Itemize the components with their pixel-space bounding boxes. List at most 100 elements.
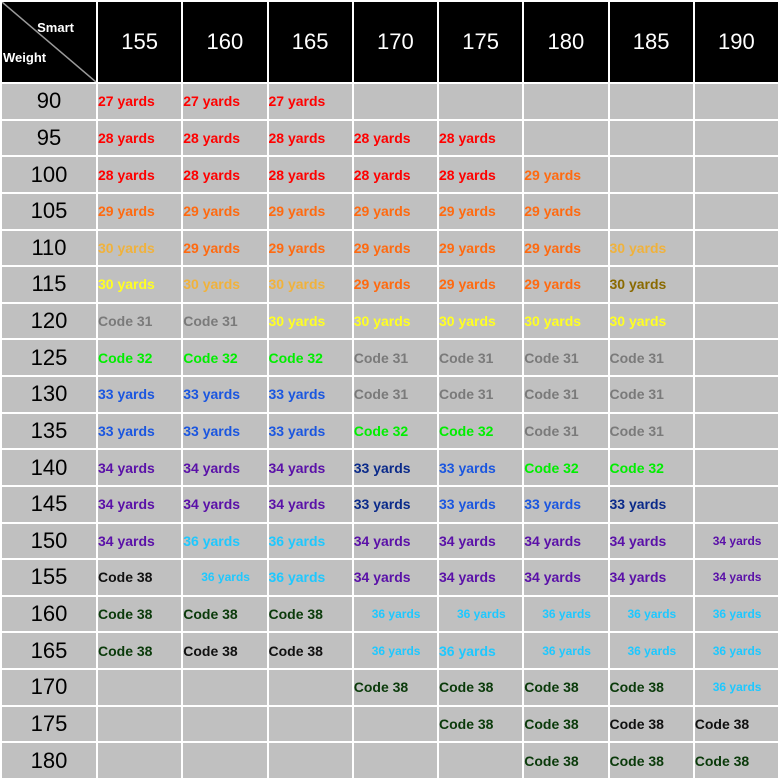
table-cell: Code 31 (522, 338, 610, 377)
empty-cell (692, 155, 780, 194)
empty-cell (692, 411, 780, 451)
empty-cell (607, 191, 695, 231)
table-cell: 29 yards (436, 228, 525, 268)
table-cell: 34 yards (95, 521, 184, 561)
table-cell: 29 yards (351, 228, 440, 268)
column-header: 180 (522, 0, 610, 84)
table-cell: 28 yards (181, 155, 269, 194)
row-header: 120 (0, 301, 98, 341)
table-cell: 33 yards (95, 375, 184, 414)
table-cell: 34 yards (181, 448, 269, 487)
table-row: 175 Code 38 Code 38 Code 38 Code 38 (0, 704, 780, 744)
table-cell: Code 31 (607, 375, 695, 414)
table-cell: 34 yards (95, 448, 184, 487)
table-row: 125 Code 32 Code 32 Code 32 Code 31 Code 31 Co… (0, 338, 780, 377)
empty-cell (351, 704, 440, 744)
table-cell: Code 38 (95, 631, 184, 670)
table-cell: 36 yards (522, 594, 610, 634)
table-cell: 30 yards (95, 265, 184, 304)
table-row: 140 34 yards 34 yards 34 yards 33 yards 33 ya… (0, 448, 780, 487)
table-cell: Code 31 (181, 301, 269, 341)
table-cell: 36 yards (522, 631, 610, 670)
table-row: 120 Code 31 Code 31 30 yards 30 yards 30 yard… (0, 301, 780, 341)
table-cell: 34 yards (522, 521, 610, 561)
table-cell: 36 yards (692, 631, 780, 670)
table-cell: 27 yards (95, 82, 184, 121)
column-header: 155 (95, 0, 184, 84)
empty-cell (692, 338, 780, 377)
table-cell: Code 38 (181, 594, 269, 634)
column-header: 165 (266, 0, 354, 84)
row-header: 110 (0, 228, 98, 268)
table-cell: 33 yards (266, 375, 354, 414)
row-header: 105 (0, 191, 98, 231)
table-cell: 28 yards (181, 118, 269, 158)
table-row: 110 30 yards 29 yards 29 yards 29 yards 29 ya… (0, 228, 780, 268)
table-cell: 28 yards (351, 118, 440, 158)
row-header: 180 (0, 741, 98, 780)
empty-cell (95, 668, 184, 707)
table-row: 165 Code 38 Code 38 Code 38 36 yards 36 yards… (0, 631, 780, 670)
table-cell: 36 yards (436, 631, 525, 670)
table-cell: 36 yards (436, 594, 525, 634)
table-cell: 30 yards (266, 301, 354, 341)
table-cell: 36 yards (607, 631, 695, 670)
table-cell: 29 yards (351, 265, 440, 304)
table-cell: Code 32 (607, 448, 695, 487)
empty-cell (692, 375, 780, 414)
table-cell: 34 yards (351, 558, 440, 597)
table-cell: 36 yards (692, 594, 780, 634)
row-header: 135 (0, 411, 98, 451)
table-cell: Code 38 (351, 668, 440, 707)
empty-cell (522, 82, 610, 121)
table-cell: 27 yards (266, 82, 354, 121)
table-cell: 36 yards (692, 668, 780, 707)
table-cell: 34 yards (351, 521, 440, 561)
empty-cell (351, 82, 440, 121)
table-row: 145 34 yards 34 yards 34 yards 33 yards 33 ya… (0, 484, 780, 524)
table-cell: Code 31 (436, 375, 525, 414)
table-cell: 30 yards (181, 265, 269, 304)
table-cell: Code 31 (95, 301, 184, 341)
empty-cell (436, 741, 525, 780)
table-cell: 34 yards (436, 558, 525, 597)
table-cell: 34 yards (522, 558, 610, 597)
table-row: 170 Code 38 Code 38 Code 38 Code 38 36 yards (0, 668, 780, 707)
table-cell: 28 yards (266, 118, 354, 158)
table-row: 95 28 yards 28 yards 28 yards 28 yards 28 yar… (0, 118, 780, 158)
table-cell: Code 38 (522, 704, 610, 744)
empty-cell (692, 265, 780, 304)
table-cell: 30 yards (522, 301, 610, 341)
header-row: Smart Weight 155 160 165 170 175 180 185… (0, 0, 780, 84)
table-cell: 34 yards (95, 484, 184, 524)
empty-cell (181, 741, 269, 780)
table-cell: 30 yards (607, 265, 695, 304)
table-cell: Code 38 (436, 668, 525, 707)
table-cell: 29 yards (181, 191, 269, 231)
table-cell: Code 31 (607, 411, 695, 451)
row-header: 150 (0, 521, 98, 561)
table-cell: Code 38 (692, 741, 780, 780)
table-cell: 36 yards (266, 558, 354, 597)
table-cell: Code 38 (522, 668, 610, 707)
empty-cell (692, 484, 780, 524)
column-header: 175 (436, 0, 525, 84)
table-cell: 36 yards (607, 594, 695, 634)
table-cell: 29 yards (522, 265, 610, 304)
table-cell: 29 yards (522, 191, 610, 231)
row-header: 95 (0, 118, 98, 158)
row-header: 165 (0, 631, 98, 670)
table-cell: 36 yards (266, 521, 354, 561)
table-row: 100 28 yards 28 yards 28 yards 28 yards 28 ya… (0, 155, 780, 194)
table-cell: 27 yards (181, 82, 269, 121)
table-cell: Code 32 (522, 448, 610, 487)
table-row: 115 30 yards 30 yards 30 yards 29 yards 29 ya… (0, 265, 780, 304)
table-cell: Code 38 (266, 594, 354, 634)
row-header: 145 (0, 484, 98, 524)
table-cell: 29 yards (266, 228, 354, 268)
row-header: 100 (0, 155, 98, 194)
empty-cell (351, 741, 440, 780)
column-header: 160 (181, 0, 269, 84)
table-cell: Code 38 (607, 741, 695, 780)
table-cell: 33 yards (181, 411, 269, 451)
